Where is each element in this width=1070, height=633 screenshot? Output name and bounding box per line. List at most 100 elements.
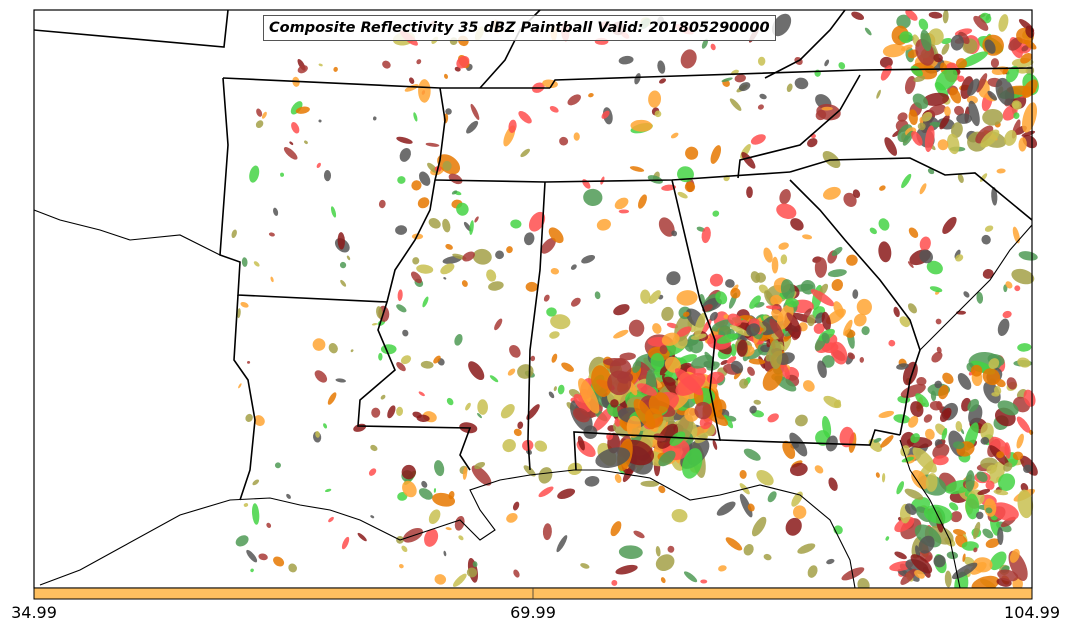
paint-blob xyxy=(729,98,742,111)
paint-blob xyxy=(985,538,1000,549)
paint-blob xyxy=(442,218,451,233)
paint-blob xyxy=(443,550,447,557)
paint-blob xyxy=(567,94,581,106)
paint-blob xyxy=(557,488,576,500)
paint-blob xyxy=(908,415,919,428)
paint-blob xyxy=(749,405,757,414)
paint-blob xyxy=(654,110,662,118)
paint-blob xyxy=(658,217,675,237)
paint-blob xyxy=(237,308,241,319)
paint-blob xyxy=(769,318,784,340)
paint-blob xyxy=(1017,343,1032,352)
paint-blob xyxy=(658,485,666,494)
paint-blob xyxy=(412,411,422,419)
paint-blob xyxy=(638,194,647,209)
paint-blob xyxy=(907,303,917,314)
paint-blob xyxy=(324,488,332,493)
paint-blob xyxy=(771,13,792,37)
paint-blob xyxy=(831,279,844,291)
paint-blob xyxy=(418,79,431,103)
paint-blob xyxy=(751,516,767,537)
paint-blob xyxy=(382,60,391,69)
paint-blob xyxy=(789,462,808,477)
paint-blob xyxy=(997,318,1010,336)
boundary-ok-tx-ar xyxy=(219,77,388,303)
paint-blob xyxy=(736,339,748,357)
paint-blob xyxy=(899,31,913,44)
paint-blob xyxy=(247,360,251,364)
paint-blob xyxy=(691,354,714,369)
paint-blob xyxy=(666,271,681,286)
paint-blob xyxy=(975,511,984,520)
paint-blob xyxy=(1002,310,1012,319)
paint-blob xyxy=(681,448,703,479)
paint-blob xyxy=(614,197,629,210)
paint-blob xyxy=(769,339,783,370)
paint-blob xyxy=(1012,226,1020,244)
paint-blob xyxy=(946,551,959,560)
paint-blob xyxy=(747,503,755,512)
paint-blob xyxy=(314,370,328,383)
paint-blob xyxy=(543,294,550,302)
paint-blob xyxy=(607,370,632,396)
paint-blob xyxy=(1018,251,1038,261)
paint-blob xyxy=(942,372,954,385)
paint-blob xyxy=(409,77,415,84)
paint-blob xyxy=(750,134,766,145)
paint-blob xyxy=(997,527,1004,545)
paint-blob xyxy=(952,529,966,536)
paint-blob xyxy=(580,563,590,569)
paint-blob xyxy=(412,257,420,265)
paint-blob xyxy=(932,455,949,466)
paint-blob xyxy=(919,236,931,252)
paint-blob xyxy=(297,65,308,74)
paint-blob xyxy=(957,373,972,390)
paint-blob xyxy=(710,145,722,164)
paint-blob xyxy=(238,383,242,389)
paint-blob xyxy=(763,553,772,561)
paint-blob xyxy=(273,556,285,567)
paint-blob xyxy=(918,18,929,31)
paint-blob xyxy=(416,59,422,65)
paint-blob xyxy=(339,261,347,269)
boundary-la-ms xyxy=(357,301,472,471)
colorbar-tick-max: 104.99 xyxy=(1004,603,1060,622)
paint-blob xyxy=(879,185,886,191)
paint-blob xyxy=(671,230,678,237)
paint-blob xyxy=(923,92,950,106)
paint-blob xyxy=(884,137,898,156)
paint-blob xyxy=(424,528,439,547)
paint-blob xyxy=(762,367,783,391)
paint-blob xyxy=(814,465,824,474)
paint-blob xyxy=(785,517,802,536)
paint-blob xyxy=(843,192,857,207)
paint-blob xyxy=(746,186,753,199)
paint-blob xyxy=(905,9,918,21)
paint-blob xyxy=(258,553,268,561)
paint-blob xyxy=(626,415,642,438)
paint-blob xyxy=(340,279,347,287)
paint-blob xyxy=(738,82,751,92)
paint-blob xyxy=(462,466,468,480)
paint-blob xyxy=(286,493,291,499)
paint-blob xyxy=(910,65,923,77)
paint-blob xyxy=(530,355,536,362)
paint-blob xyxy=(861,326,870,336)
paint-blob xyxy=(318,119,322,123)
paint-blob xyxy=(980,422,994,441)
paint-blob xyxy=(1021,45,1029,52)
paint-blob xyxy=(610,521,622,537)
paint-blob xyxy=(556,535,568,553)
paint-blob xyxy=(993,489,1009,496)
paint-blob xyxy=(859,357,865,363)
paint-blob xyxy=(573,393,591,413)
paint-blob xyxy=(730,343,737,357)
paint-blob xyxy=(452,573,467,587)
paint-blob xyxy=(659,78,667,84)
paint-blob xyxy=(610,399,619,408)
paint-blob xyxy=(330,206,337,218)
paint-blob xyxy=(507,368,516,376)
map-background xyxy=(34,10,1032,588)
paint-blob xyxy=(882,44,906,58)
paint-blob xyxy=(928,28,944,46)
